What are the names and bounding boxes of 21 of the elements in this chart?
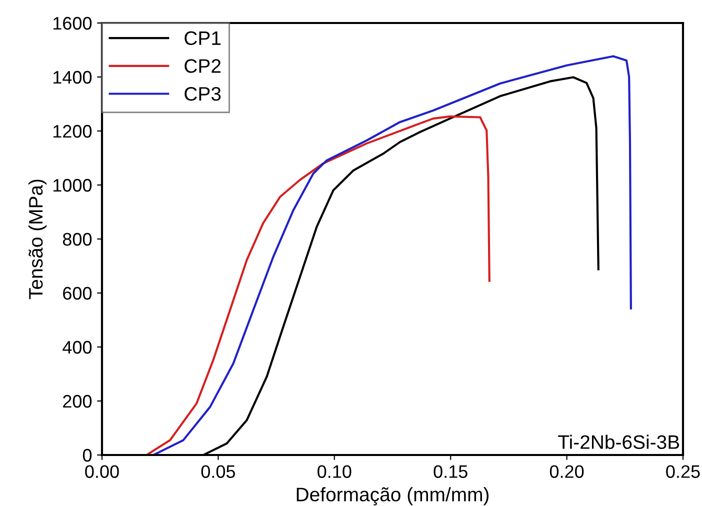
x-axis-title: Deformação (mm/mm)	[296, 487, 489, 506]
y-tick-label: 0	[82, 448, 92, 462]
x-tick-label: 0.25	[666, 465, 700, 478]
y-tick-label: 1000	[53, 178, 92, 192]
x-tick-label: 0.20	[550, 465, 584, 478]
legend-label: CP1	[184, 31, 221, 46]
x-tick-label: 0.15	[434, 465, 468, 478]
y-tick-label: 400	[62, 340, 92, 354]
y-tick-label: 800	[62, 232, 92, 246]
annotation: Ti-2Nb-6Si-3B	[558, 434, 680, 449]
y-tick-label: 1600	[53, 16, 92, 30]
y-tick-label: 1200	[53, 124, 92, 138]
legend-label: CP3	[184, 86, 221, 101]
x-tick-label: 0.00	[85, 465, 119, 478]
y-tick-label: 1400	[53, 70, 92, 84]
y-tick-label: 600	[63, 286, 92, 300]
y-axis-title: Tensão (MPa)	[28, 180, 47, 300]
legend-label: CP2	[184, 59, 221, 73]
x-tick-label: 0.10	[318, 465, 352, 478]
x-tick-label: 0.05	[201, 465, 236, 478]
y-tick-label: 200	[63, 394, 92, 408]
